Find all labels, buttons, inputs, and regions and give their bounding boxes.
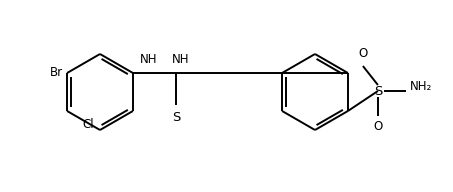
Text: O: O	[373, 120, 382, 133]
Text: NH: NH	[140, 53, 158, 66]
Text: NH₂: NH₂	[410, 80, 432, 94]
Text: Cl: Cl	[83, 118, 94, 131]
Text: S: S	[172, 111, 180, 124]
Text: Br: Br	[50, 66, 63, 79]
Text: S: S	[374, 84, 382, 98]
Text: NH: NH	[172, 53, 190, 66]
Text: O: O	[358, 47, 367, 60]
